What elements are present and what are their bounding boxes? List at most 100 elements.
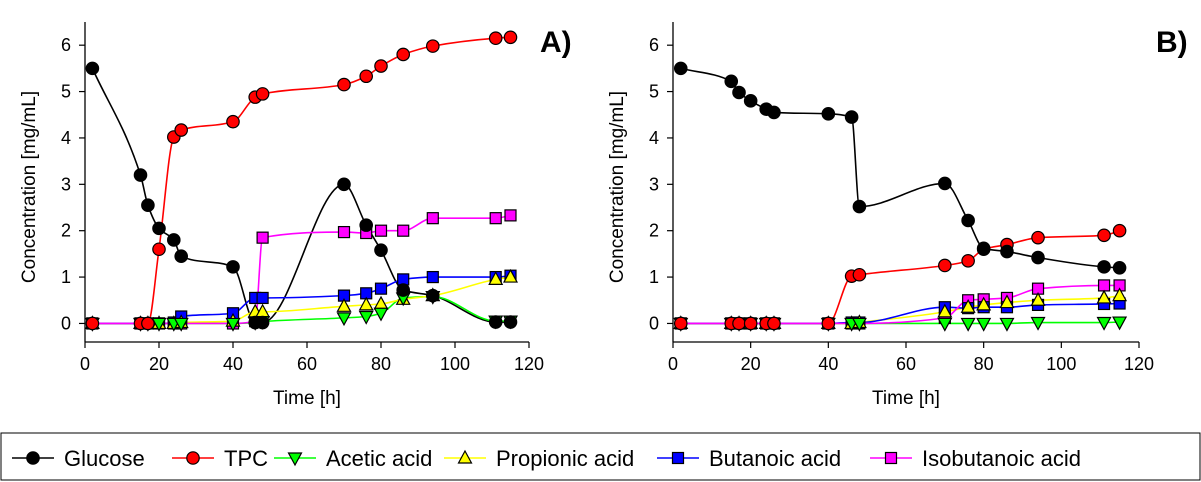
x-tick-label: 100 [1046, 354, 1076, 374]
data-point-isobutanoic-acid [426, 212, 439, 225]
data-point-glucose [337, 177, 351, 192]
data-point-butanoic-acid [426, 270, 439, 284]
data-point-glucose [1031, 250, 1045, 265]
y-tick-label: 4 [61, 128, 71, 148]
legend: Glucose TPC Acetic acid Propionic acid Butan… [0, 432, 1201, 481]
panel-label: A) [540, 26, 572, 59]
y-tick-label: 2 [649, 221, 659, 241]
panel-label: B) [1156, 26, 1188, 59]
legend-marker [186, 451, 200, 465]
data-point-tpc [141, 316, 155, 331]
x-tick-label: 20 [149, 354, 169, 374]
series-line-tpc [680, 229, 1120, 325]
data-point-tpc [396, 47, 410, 62]
legend-marker [26, 451, 40, 465]
y-tick-label: 1 [61, 267, 71, 287]
data-point-acetic-acid [999, 317, 1015, 332]
data-point-glucose [133, 168, 148, 182]
x-tick-label: 80 [371, 354, 391, 374]
legend-label: Butanoic acid [709, 446, 841, 471]
data-point-acetic-acid [851, 317, 867, 332]
data-point-propionic-acid [1030, 292, 1046, 306]
data-point-tpc [359, 69, 373, 84]
data-point-glucose [821, 107, 836, 121]
data-point-propionic-acid [336, 298, 352, 312]
data-point-glucose [852, 199, 867, 214]
y-tick-label: 1 [649, 267, 659, 287]
data-point-tpc [337, 77, 351, 92]
data-point-glucose [425, 288, 440, 303]
data-point-acetic-acid [976, 317, 992, 332]
data-point-glucose [767, 105, 781, 120]
data-point-glucose [961, 213, 975, 228]
data-point-propionic-acid [999, 294, 1015, 309]
data-point-glucose [938, 176, 952, 191]
x-tick-label: 40 [818, 354, 838, 374]
data-point-tpc [767, 316, 781, 331]
y-tick-label: 0 [61, 313, 71, 333]
legend-label: TPC [224, 446, 268, 471]
data-point-glucose [724, 74, 739, 89]
data-point-glucose [255, 315, 270, 330]
data-point-glucose [85, 61, 100, 76]
legend-label: Glucose [64, 446, 145, 471]
x-tick-label: 80 [974, 354, 994, 374]
legend-box [0, 432, 1201, 481]
data-point-glucose [141, 198, 155, 212]
panel-b: 0 20 40 60 80 100 120 0 1 2 3 4 5 6 Time [h] Concentrat… [607, 22, 1188, 409]
data-point-tpc [1097, 228, 1111, 243]
data-point-acetic-acid [225, 317, 241, 332]
legend-label: Acetic acid [326, 446, 432, 471]
x-tick-label: 20 [741, 354, 761, 374]
x-tick-label: 60 [297, 354, 317, 374]
data-point-tpc [961, 254, 975, 268]
legend-item-glucose: Glucose [12, 446, 145, 471]
data-point-tpc [255, 87, 270, 101]
data-point-glucose [1000, 244, 1014, 259]
data-point-glucose [1097, 260, 1111, 274]
data-point-glucose [673, 61, 688, 76]
legend-marker [457, 449, 473, 464]
data-point-isobutanoic-acid [504, 209, 517, 222]
data-point-tpc [488, 31, 503, 46]
x-tick-label: 0 [668, 354, 678, 374]
data-point-glucose [503, 315, 518, 329]
x-tick-label: 120 [1124, 354, 1154, 374]
data-point-glucose [844, 110, 859, 124]
data-point-tpc [1031, 230, 1045, 245]
data-point-propionic-acid [502, 268, 519, 283]
y-tick-label: 4 [649, 128, 659, 148]
x-tick-label: 0 [80, 354, 90, 374]
y-axis-title: Concentration [mg/mL] [19, 91, 40, 283]
y-tick-label: 3 [649, 174, 659, 194]
data-point-tpc [85, 316, 100, 331]
data-point-glucose [374, 243, 388, 257]
legend-label: Propionic acid [496, 446, 634, 471]
data-point-propionic-acid [976, 296, 992, 311]
series-line-tpc [92, 36, 511, 325]
data-point-glucose [359, 218, 373, 232]
x-tick-label: 100 [440, 354, 470, 374]
data-point-glucose [732, 85, 746, 100]
x-tick-label: 120 [514, 354, 544, 374]
y-tick-label: 6 [649, 35, 659, 55]
series-lines [91, 36, 511, 325]
data-point-butanoic-acid [397, 273, 410, 286]
data-point-acetic-acid [960, 317, 976, 332]
data-point-tpc [174, 123, 188, 137]
legend-marker [884, 451, 898, 465]
data-point-tpc [152, 242, 166, 257]
data-point-tpc [743, 316, 758, 331]
series-points-tpc [85, 30, 518, 331]
x-axis-title: Time [h] [273, 388, 341, 409]
series-markers [84, 30, 519, 332]
data-point-acetic-acid [151, 317, 167, 332]
data-point-tpc [1112, 223, 1127, 238]
x-tick-label: 40 [223, 354, 243, 374]
data-point-isobutanoic-acid [374, 224, 388, 237]
panel-a: 0 20 40 60 80 100 120 0 1 2 3 4 5 6 Time [h] Concentrat… [19, 22, 572, 409]
legend-item-tpc: TPC [172, 446, 268, 471]
data-point-glucose [396, 283, 410, 297]
y-tick-label: 3 [61, 174, 71, 194]
